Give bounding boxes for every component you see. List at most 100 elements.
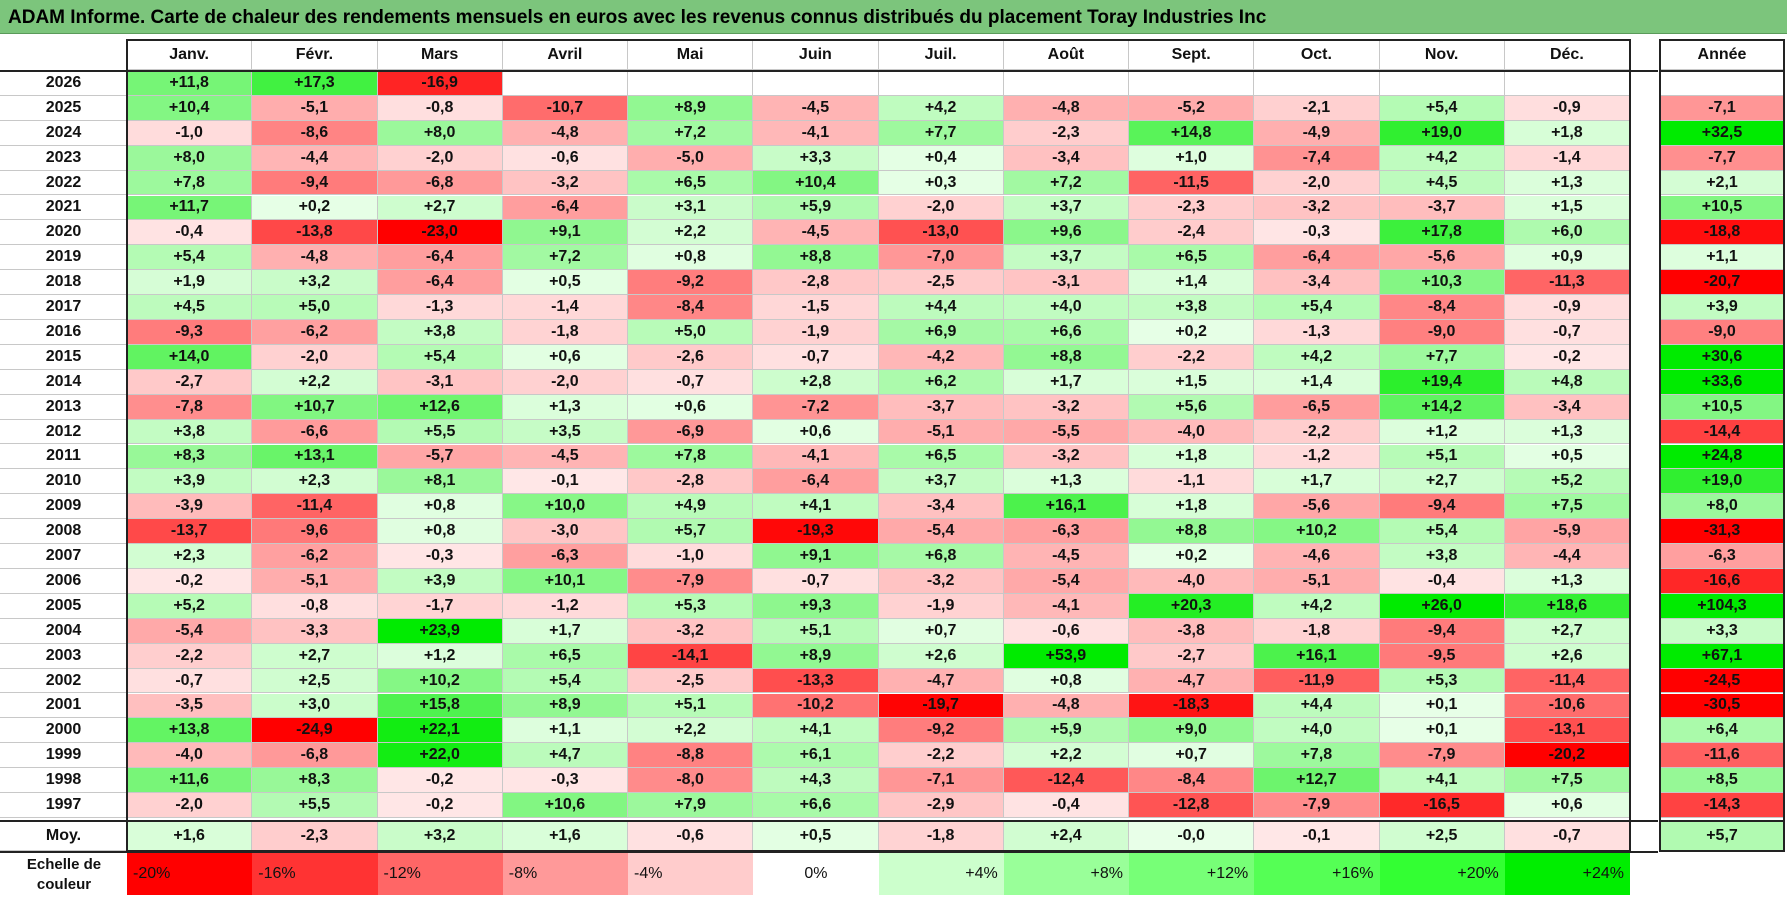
annual-cell: -14,3 [1660, 793, 1785, 818]
heatmap-cell [1379, 71, 1505, 96]
heatmap-cell: +10,2 [1254, 519, 1380, 545]
annual-cell: -30,5 [1660, 693, 1785, 719]
heatmap-cell: +11,7 [127, 195, 253, 221]
heatmap-cell: -4,5 [502, 444, 628, 470]
heatmap-cell: -13,0 [878, 220, 1004, 246]
heatmap-cell: -16,5 [1379, 793, 1505, 818]
heatmap-cell: +13,1 [252, 444, 378, 470]
heatmap-cell: +6,1 [753, 743, 879, 769]
heatmap-cell: -12,4 [1003, 768, 1129, 794]
average-cell: +0,5 [753, 822, 879, 851]
heatmap-cell: +5,2 [1504, 469, 1630, 495]
annual-cell: +32,5 [1660, 120, 1785, 146]
heatmap-cell: +22,1 [377, 718, 503, 744]
annual-cell: +24,8 [1660, 444, 1785, 470]
month-header-2: Févr. [252, 40, 378, 70]
heatmap-cell: +1,8 [1129, 494, 1255, 520]
heatmap-cell: -11,3 [1504, 270, 1630, 296]
heatmap-cell: -5,0 [628, 145, 754, 171]
heatmap-cell: +1,8 [1504, 120, 1630, 146]
scale-step: -12% [377, 853, 503, 895]
heatmap-cell: -8,4 [1379, 295, 1505, 320]
heatmap-cell: +5,4 [1379, 95, 1505, 121]
heatmap-cell: -2,9 [878, 793, 1004, 818]
heatmap-cell: +0,8 [377, 494, 503, 520]
heatmap-cell: +10,2 [377, 668, 503, 694]
heatmap-cell: -5,1 [1254, 569, 1380, 594]
heatmap-cell: +6,0 [1504, 220, 1630, 246]
annual-cell: -11,6 [1660, 743, 1785, 769]
heatmap-cell: -0,2 [377, 793, 503, 818]
annual-header: Année [1660, 40, 1785, 70]
year-label: 2017 [0, 295, 127, 320]
annual-cell: +2,1 [1660, 170, 1785, 196]
heatmap-cell: +5,4 [502, 668, 628, 694]
heatmap-cell: -13,3 [753, 668, 879, 694]
heatmap-cell: +3,2 [252, 270, 378, 296]
heatmap-cell: +5,4 [377, 344, 503, 370]
heatmap-cell: -16,9 [377, 71, 503, 96]
heatmap-cell: +5,5 [377, 419, 503, 445]
heatmap-cell: +1,3 [1504, 419, 1630, 445]
heatmap-cell: +2,2 [252, 369, 378, 395]
heatmap-cell: -2,3 [1129, 195, 1255, 221]
heatmap-cell: +0,1 [1379, 693, 1505, 719]
heatmap-cell: +3,0 [252, 693, 378, 719]
heatmap-cell: +17,8 [1379, 220, 1505, 246]
heatmap-cell: -14,1 [628, 643, 754, 669]
heatmap-cell: +15,8 [377, 693, 503, 719]
heatmap-cell: +5,7 [628, 519, 754, 545]
heatmap-cell: +0,6 [502, 344, 628, 370]
heatmap-cell: +8,9 [628, 95, 754, 121]
heatmap-cell: -4,9 [1254, 120, 1380, 146]
annual-cell: +30,6 [1660, 344, 1785, 370]
heatmap-cell: -5,9 [1504, 519, 1630, 545]
heatmap-cell: -9,4 [1379, 618, 1505, 644]
heatmap-cell: -1,3 [377, 295, 503, 320]
heatmap-cell: +2,8 [753, 369, 879, 395]
heatmap-cell: -9,4 [252, 170, 378, 196]
year-label: 2018 [0, 270, 127, 296]
heatmap-cell: -7,9 [1379, 743, 1505, 769]
year-label: 2006 [0, 569, 127, 594]
heatmap-cell: -6,6 [252, 419, 378, 445]
year-label: 2020 [0, 220, 127, 246]
heatmap-cell: +7,8 [628, 444, 754, 470]
heatmap-cell: +12,6 [377, 394, 503, 420]
heatmap-cell: -7,1 [878, 768, 1004, 794]
heatmap-cell: +0,7 [1129, 743, 1255, 769]
annual-cell: +67,1 [1660, 643, 1785, 669]
heatmap-cell: -1,9 [753, 320, 879, 345]
heatmap-cell: +2,3 [252, 469, 378, 495]
heatmap-cell: +9,0 [1129, 718, 1255, 744]
heatmap-cell: -1,2 [502, 593, 628, 619]
heatmap-cell: +5,3 [1379, 668, 1505, 694]
year-label: 2013 [0, 394, 127, 420]
month-header-11: Nov. [1379, 40, 1505, 70]
heatmap-cell: +5,1 [753, 618, 879, 644]
average-label: Moy. [0, 822, 127, 851]
heatmap-cell: +0,4 [878, 145, 1004, 171]
heatmap-cell: -0,2 [127, 569, 253, 594]
heatmap-cell: +6,6 [753, 793, 879, 818]
average-cell: -0,0 [1129, 822, 1255, 851]
year-label: 2024 [0, 120, 127, 146]
heatmap-cell: +5,4 [1379, 519, 1505, 545]
average-cell: +1,6 [127, 822, 253, 851]
heatmap-cell: +6,5 [502, 643, 628, 669]
year-label: 2009 [0, 494, 127, 520]
month-header-4: Avril [502, 40, 628, 70]
heatmap-cell: -0,1 [502, 469, 628, 495]
heatmap-cell: +2,6 [878, 643, 1004, 669]
heatmap-cell: +4,2 [1379, 145, 1505, 171]
scale-step: -8% [502, 853, 628, 895]
annual-cell: +19,0 [1660, 469, 1785, 495]
heatmap-cell: +7,9 [628, 793, 754, 818]
heatmap-cell: -10,6 [1504, 693, 1630, 719]
heatmap-cell: +5,4 [1254, 295, 1380, 320]
heatmap-cell: +2,5 [252, 668, 378, 694]
heatmap-cell: +8,3 [252, 768, 378, 794]
heatmap-cell: +2,2 [628, 718, 754, 744]
annual-cell: -24,5 [1660, 668, 1785, 694]
heatmap-cell: -4,1 [753, 444, 879, 470]
